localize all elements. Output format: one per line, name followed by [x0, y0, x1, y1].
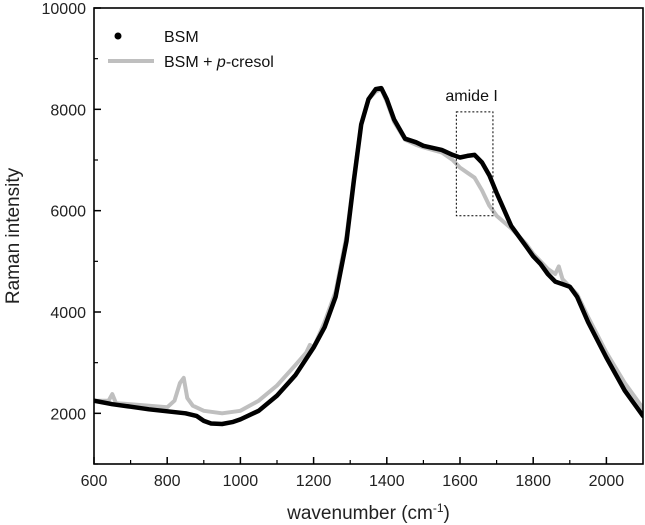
x-tick-label: 1400: [369, 473, 405, 490]
amide-annotation-box: [455, 111, 494, 217]
y-axis-title: Raman intensity: [3, 167, 24, 304]
x-axis-title: wavenumber (cm-1): [286, 501, 450, 524]
y-tick-label: 8000: [50, 102, 86, 119]
y-tick-label: 4000: [50, 305, 86, 322]
amide-annotation-label: amide I: [445, 88, 497, 105]
legend: BSM BSM + p-cresol: [108, 29, 274, 71]
series-layer: [94, 85, 643, 427]
series-bsm-line: [94, 85, 643, 427]
x-tick-label: 1000: [223, 473, 259, 490]
x-tick-label: 1200: [296, 473, 332, 490]
y-tick-label: 6000: [50, 204, 86, 221]
y-tick-label: 10000: [42, 1, 87, 18]
x-tick-label: 2000: [589, 473, 625, 490]
ticks-layer: 600 800 1000 1200 1400 1600 1800 2000 2000 4000 60…: [42, 1, 625, 490]
legend-pcresol-label: BSM + p-cresol: [164, 54, 274, 71]
y-tick-label: 2000: [50, 406, 86, 423]
x-tick-label: 600: [81, 473, 108, 490]
legend-bsm-label: BSM: [164, 29, 199, 46]
x-tick-label: 1600: [442, 473, 478, 490]
legend-bsm-marker: [114, 32, 122, 40]
x-tick-label: 800: [154, 473, 181, 490]
x-tick-label: 1800: [515, 473, 551, 490]
annotation-layer: amide I: [445, 88, 498, 217]
plot-frame: [93, 7, 644, 465]
series-bsm-pcresol-line: [94, 87, 643, 416]
